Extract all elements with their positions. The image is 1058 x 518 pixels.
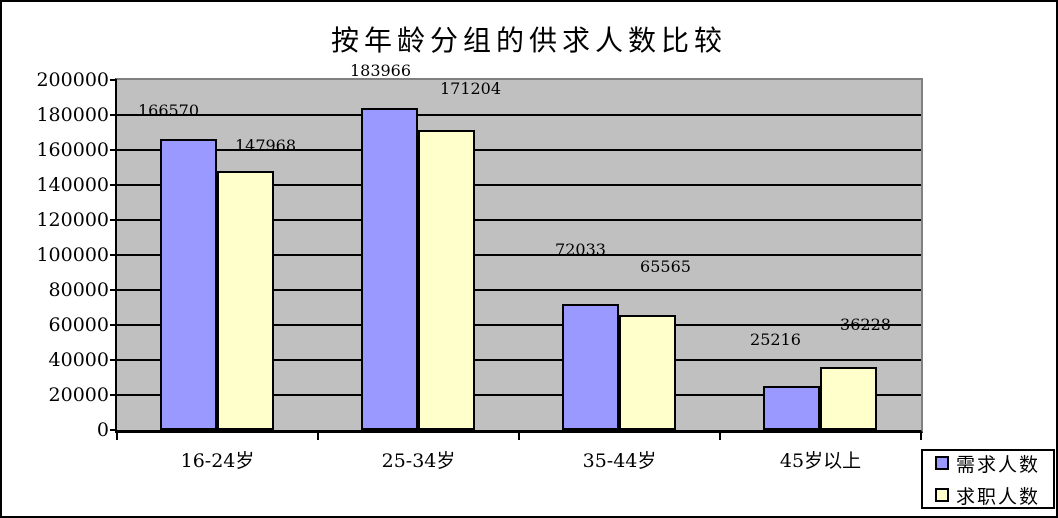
y-axis-tick-label: 140000	[36, 174, 109, 196]
gridline-140000	[117, 184, 921, 186]
legend-label-demand: 需求人数	[956, 453, 1041, 476]
gridline-40000	[117, 359, 921, 361]
y-axis-tick	[110, 289, 117, 291]
x-axis-tick	[116, 433, 118, 440]
x-axis-tick	[317, 433, 319, 440]
legend-swatch-demand	[935, 456, 949, 470]
bar-需求人数-16-24岁	[160, 138, 217, 430]
chart-title: 按年龄分组的供求人数比较	[330, 24, 727, 57]
legend-swatch-jobseekers	[935, 488, 949, 502]
y-axis-tick-label: 40000	[48, 349, 109, 371]
value-label-需求人数-35-44岁: 72033	[555, 239, 606, 259]
y-axis-tick-label: 100000	[36, 244, 109, 266]
gridline-80000	[117, 289, 921, 291]
y-axis-tick-label: 0	[96, 419, 109, 441]
x-axis-tick	[518, 433, 520, 440]
legend-label-jobseekers: 求职人数	[956, 485, 1041, 508]
x-axis-tick	[719, 433, 721, 440]
y-axis-tick	[110, 394, 117, 396]
category-label-35-44岁: 35-44岁	[582, 450, 657, 472]
y-axis-tick	[110, 79, 117, 81]
category-label-16-24岁: 16-24岁	[180, 450, 255, 472]
bar-求职人数-45岁以上	[820, 366, 877, 430]
gridline-180000	[117, 114, 921, 116]
bar-求职人数-35-44岁	[619, 315, 676, 430]
category-label-25-34岁: 25-34岁	[381, 450, 456, 472]
x-axis-tick	[920, 433, 922, 440]
y-axis-tick	[110, 149, 117, 151]
gridline-20000	[117, 394, 921, 396]
y-axis-tick	[110, 254, 117, 256]
gridline-120000	[117, 219, 921, 221]
y-axis-tick-label: 20000	[48, 384, 109, 406]
gridline-100000	[117, 254, 921, 256]
bar-需求人数-25-34岁	[361, 108, 418, 430]
y-axis-tick	[110, 359, 117, 361]
bar-需求人数-35-44岁	[562, 303, 619, 430]
gridline-60000	[117, 324, 921, 326]
value-label-求职人数-16-24岁: 147968	[234, 136, 297, 156]
legend-item-jobseekers: 求职人数	[935, 482, 1053, 509]
bar-需求人数-45岁以上	[763, 385, 820, 430]
legend-item-demand: 需求人数	[935, 450, 1053, 477]
y-axis-tick	[110, 324, 117, 326]
value-label-求职人数-35-44岁: 65565	[640, 257, 691, 277]
y-axis-tick	[110, 114, 117, 116]
value-label-求职人数-45岁以上: 36228	[840, 314, 891, 334]
value-label-求职人数-25-34岁: 171204	[439, 79, 502, 99]
y-axis-tick	[110, 184, 117, 186]
y-axis-tick-label: 200000	[36, 69, 109, 91]
value-label-需求人数-45岁以上: 25216	[750, 329, 801, 349]
y-axis-tick-label: 120000	[36, 209, 109, 231]
bar-求职人数-16-24岁	[217, 171, 274, 430]
y-axis-tick-label: 160000	[36, 139, 109, 161]
gridline-160000	[117, 149, 921, 151]
y-axis-tick	[110, 219, 117, 221]
y-axis-tick-label: 180000	[36, 104, 109, 126]
y-axis-tick-label: 80000	[48, 279, 109, 301]
legend: 需求人数 求职人数	[921, 449, 1055, 509]
value-label-需求人数-25-34岁: 183966	[349, 61, 412, 81]
category-label-45岁以上: 45岁以上	[779, 450, 862, 472]
y-axis-tick	[110, 429, 117, 431]
y-axis-tick-label: 60000	[48, 314, 109, 336]
bar-求职人数-25-34岁	[418, 130, 475, 430]
value-label-需求人数-16-24岁: 166570	[137, 100, 200, 120]
